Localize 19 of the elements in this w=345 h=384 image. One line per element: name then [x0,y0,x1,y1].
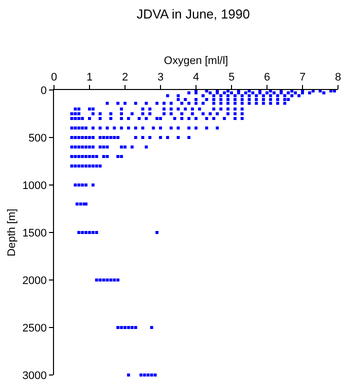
x-tick-label: 5 [228,72,235,84]
y-tick-label: 500 [28,132,47,144]
y-tick-label: 3000 [22,370,47,382]
y-axis-title: Depth [m] [6,208,18,256]
y-tick-label: 2000 [22,274,47,287]
x-tick-label: 7 [299,72,306,84]
x-tick-label: 2 [122,72,128,84]
y-tick-label: 1500 [22,227,47,240]
x-tick-label: 3 [157,72,164,84]
x-tick-label: 8 [334,72,342,84]
x-tick-label: 4 [192,72,200,84]
y-tick-label: 1000 [22,180,47,192]
x-tick-label: 6 [264,72,270,84]
x-tick-label: 0 [50,72,58,84]
x-axis-title: Oxygen [ml/l] [164,55,228,68]
y-tick-label: 2500 [22,322,47,334]
x-tick-label: 1 [86,72,93,84]
y-tick-label: 0 [40,84,47,97]
chart-title: JDVA in June, 1990 [136,6,250,22]
